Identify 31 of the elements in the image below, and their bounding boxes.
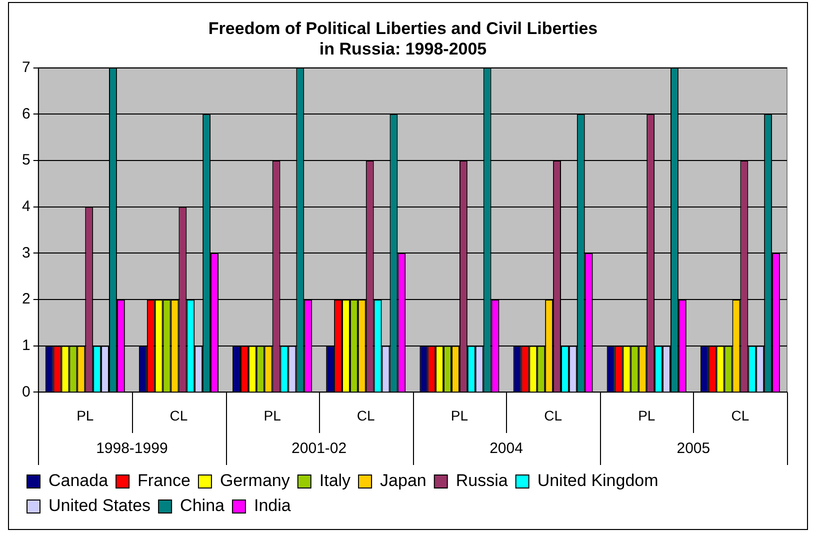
legend-label: Japan (380, 471, 426, 490)
text: 2004 (490, 440, 523, 458)
y-tick-label: 0 (22, 383, 30, 400)
legend-label: Canada (48, 471, 109, 490)
legend-label: United Kingdom (537, 471, 658, 490)
x-tick-label: CL (356, 407, 376, 424)
y-tick-label: 5 (22, 152, 30, 169)
text: 2005 (676, 440, 710, 458)
x-tick-label: CL (170, 407, 188, 424)
legend-label: China (180, 496, 226, 516)
legend-label: Italy (319, 471, 352, 490)
y-tick-label: 6 (22, 105, 30, 122)
legend-label: France (138, 471, 190, 490)
legend-label: Russia (456, 471, 508, 490)
legend-label: United States (48, 496, 151, 516)
y-tick-label: 3 (22, 244, 30, 262)
x-tick-label: PL (638, 407, 656, 424)
y-tick-label: 2 (22, 290, 30, 308)
x-tick-label: PL (450, 407, 468, 424)
text: 1998-1999 (96, 440, 168, 458)
y-tick-label: 1 (22, 337, 30, 354)
x-tick-label: CL (544, 407, 562, 424)
y-tick-label: 7 (22, 58, 30, 76)
x-tick-label: CL (731, 407, 750, 424)
legend-label: Germany (220, 471, 290, 490)
legend-label: India (254, 496, 292, 516)
x-tick-label: PL (264, 407, 282, 424)
text: 2001-02 (292, 440, 347, 458)
x-tick-label: PL (76, 407, 94, 424)
chart-title: Freedom of Political Liberties and Civil Liberties in Russia: 1998-2005 (208, 18, 598, 58)
y-tick-label: 4 (22, 198, 30, 215)
